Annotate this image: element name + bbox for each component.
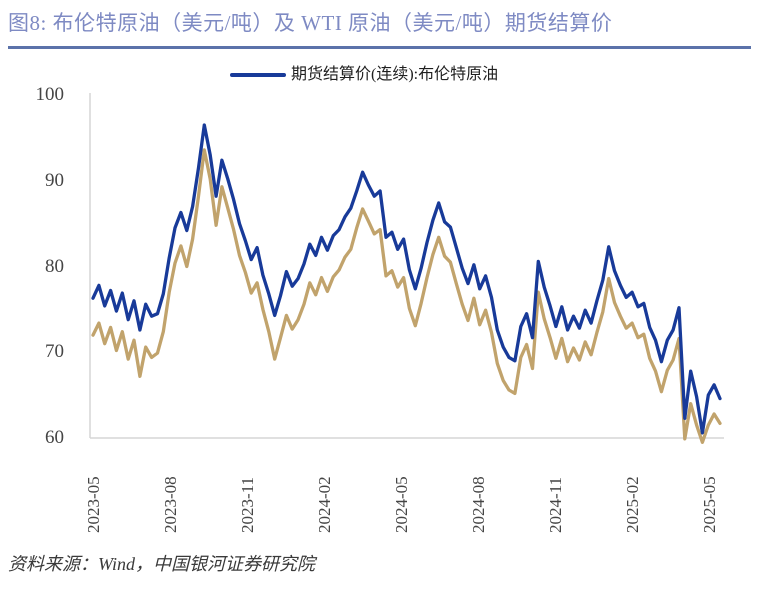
x-axis-label: 2024-02: [315, 476, 334, 533]
x-axis-label: 2025-02: [623, 476, 642, 533]
legend-label: 期货结算价(连续):布伦特原油: [291, 66, 499, 83]
series-wti: [91, 148, 722, 444]
x-axis-label: 2023-05: [84, 476, 103, 533]
y-axis-label: 60: [45, 427, 64, 448]
x-axis-label: 2023-08: [161, 476, 180, 533]
x-axis-label: 2024-08: [469, 476, 488, 533]
figure-title: 图8: 布伦特原油（美元/吨）及 WTI 原油（美元/吨）期货结算价: [8, 11, 613, 35]
chart-legend: 期货结算价(连续):布伦特原油: [230, 64, 498, 86]
x-axis-label: 2025-05: [700, 476, 719, 533]
series-brent: [91, 123, 722, 435]
y-axis-label: 90: [45, 169, 64, 191]
axis-frame: [89, 93, 724, 439]
x-axis-label: 2023-11: [238, 476, 257, 533]
x-axis-label: 2024-11: [546, 476, 565, 533]
title-divider: [8, 46, 751, 49]
y-axis-label: 70: [45, 341, 64, 363]
y-axis-label: 80: [45, 255, 64, 277]
source-note: 资料来源：Wind，中国银河证券研究院: [8, 554, 316, 574]
legend-line-swatch: [230, 72, 286, 78]
x-axis-label: 2024-05: [392, 476, 411, 533]
y-axis-label: 100: [35, 84, 65, 105]
